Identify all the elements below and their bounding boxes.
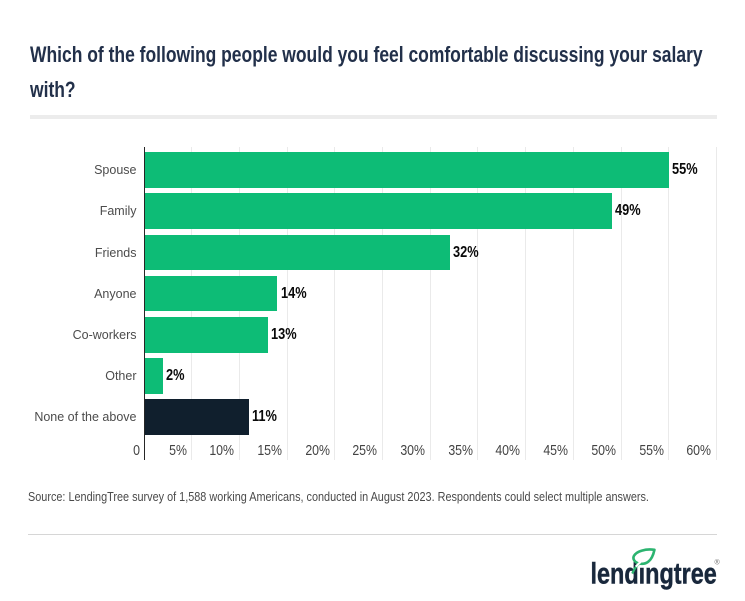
- svg-text:®: ®: [715, 559, 721, 567]
- svg-text:lendıngtree: lendıngtree: [591, 557, 717, 590]
